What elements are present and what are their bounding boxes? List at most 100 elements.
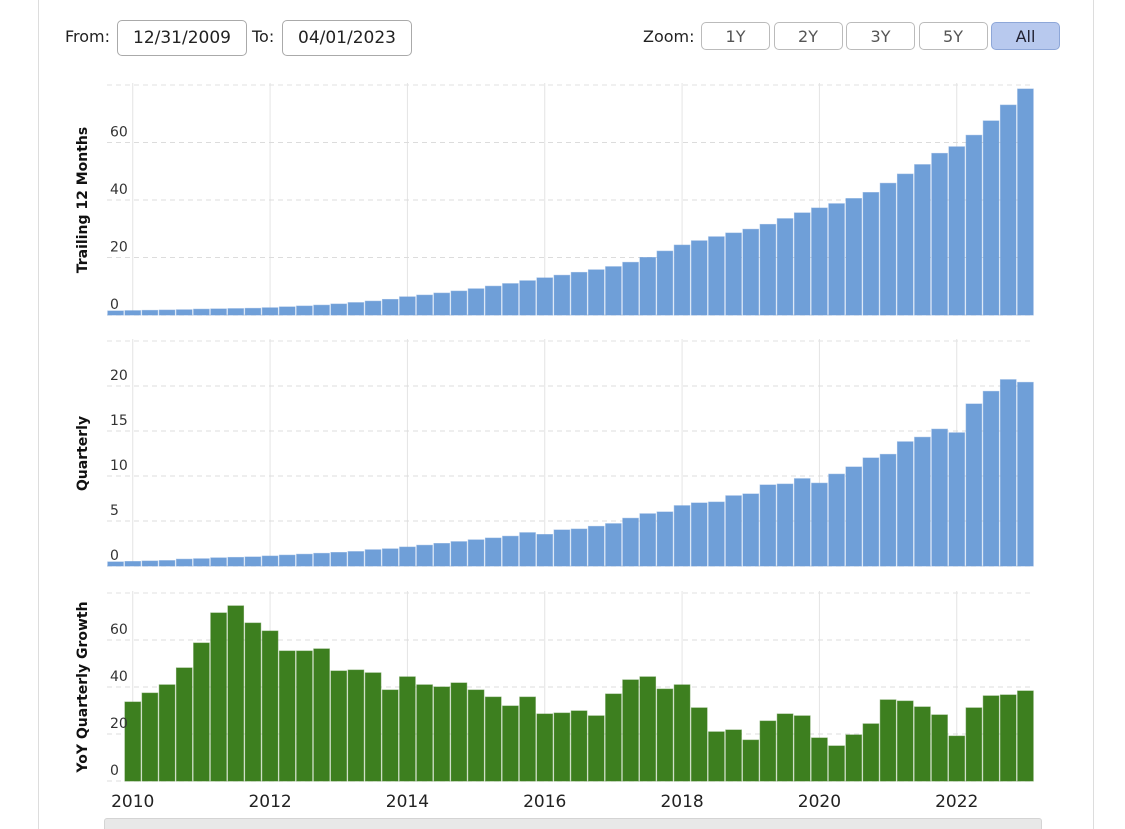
x-tick-label: 2020 — [798, 792, 841, 812]
bar — [982, 120, 1000, 316]
bar — [845, 734, 863, 782]
bar — [570, 271, 588, 316]
bar — [879, 182, 897, 316]
bar — [845, 198, 863, 316]
bar — [896, 173, 914, 316]
y-axis-title: Trailing 12 Months — [75, 127, 91, 274]
bar — [896, 700, 914, 782]
y-tick-label: 20 — [110, 716, 128, 732]
bar — [278, 554, 296, 567]
x-tick-label: 2016 — [523, 792, 566, 812]
bar — [416, 294, 433, 316]
bar — [776, 483, 794, 567]
y-tick-label: 20 — [110, 240, 128, 256]
bar — [536, 534, 554, 567]
bar — [484, 537, 502, 567]
bar — [210, 308, 227, 316]
bar — [467, 539, 485, 567]
bar — [399, 296, 416, 316]
bar — [948, 735, 966, 782]
bar — [553, 274, 571, 316]
scrollbar[interactable] — [104, 818, 1042, 829]
bar — [914, 436, 931, 567]
zoom-button[interactable]: 3Y — [846, 22, 915, 50]
frame-left — [38, 0, 39, 829]
to-input[interactable]: 04/01/2023 — [282, 20, 412, 56]
bar — [433, 543, 451, 567]
zoom-button[interactable]: 1Y — [701, 22, 770, 50]
zoom-button[interactable]: 5Y — [918, 22, 988, 50]
bar — [759, 720, 777, 782]
bar — [244, 622, 262, 782]
bar — [570, 528, 588, 567]
y-tick-label: 15 — [110, 413, 128, 429]
x-tick-label: 2014 — [386, 792, 429, 812]
bar — [673, 244, 691, 316]
bar — [982, 695, 1000, 782]
bar — [690, 502, 708, 567]
bar — [742, 228, 760, 316]
bar — [1017, 690, 1034, 782]
bar — [690, 707, 708, 782]
bar — [484, 696, 502, 782]
bar — [828, 203, 845, 316]
bar — [622, 261, 639, 316]
x-tick-label: 2018 — [660, 792, 703, 812]
bar — [227, 308, 245, 316]
bar — [879, 699, 897, 782]
zoom-button[interactable]: All — [991, 22, 1060, 50]
y-tick-label: 0 — [110, 763, 119, 779]
bar — [210, 612, 227, 782]
bar — [399, 676, 416, 782]
bar — [1017, 381, 1034, 567]
bar — [175, 309, 193, 316]
x-tick-label: 2010 — [111, 792, 154, 812]
bar — [828, 745, 845, 782]
bar — [347, 302, 365, 316]
bar — [896, 441, 914, 567]
bar — [793, 715, 811, 782]
bar — [811, 482, 828, 567]
bar — [330, 552, 348, 567]
bar — [708, 501, 725, 567]
bar — [553, 712, 571, 782]
bar — [261, 630, 279, 782]
y-tick-label: 60 — [110, 622, 128, 638]
bar — [965, 134, 983, 316]
bar — [381, 548, 399, 567]
bar — [948, 432, 966, 567]
bar — [296, 305, 313, 316]
bar — [450, 541, 468, 567]
y-axis-title: YoY Quarterly Growth — [75, 601, 91, 773]
y-tick-label: 10 — [110, 458, 128, 474]
bar — [759, 484, 777, 567]
from-input[interactable]: 12/31/2009 — [117, 20, 247, 56]
bar — [690, 240, 708, 316]
y-tick-label: 40 — [110, 669, 128, 685]
bar — [793, 212, 811, 316]
bar — [656, 511, 674, 567]
bar — [742, 493, 760, 567]
bar — [587, 525, 605, 567]
bar — [347, 669, 365, 782]
zoom-label: Zoom: — [643, 27, 695, 46]
bar — [193, 558, 210, 567]
y-tick-label: 0 — [110, 297, 119, 313]
bar — [433, 292, 451, 316]
bar — [725, 232, 742, 316]
bar — [313, 304, 330, 316]
bar — [141, 692, 159, 782]
bar — [502, 705, 519, 782]
bar — [519, 696, 536, 782]
bar — [450, 290, 468, 316]
bar — [811, 207, 828, 316]
bar — [416, 684, 433, 782]
bar — [793, 478, 811, 567]
bar — [673, 505, 691, 567]
bar — [313, 552, 330, 567]
bar — [742, 739, 760, 782]
zoom-button[interactable]: 2Y — [773, 22, 843, 50]
y-tick-label: 20 — [110, 368, 128, 384]
